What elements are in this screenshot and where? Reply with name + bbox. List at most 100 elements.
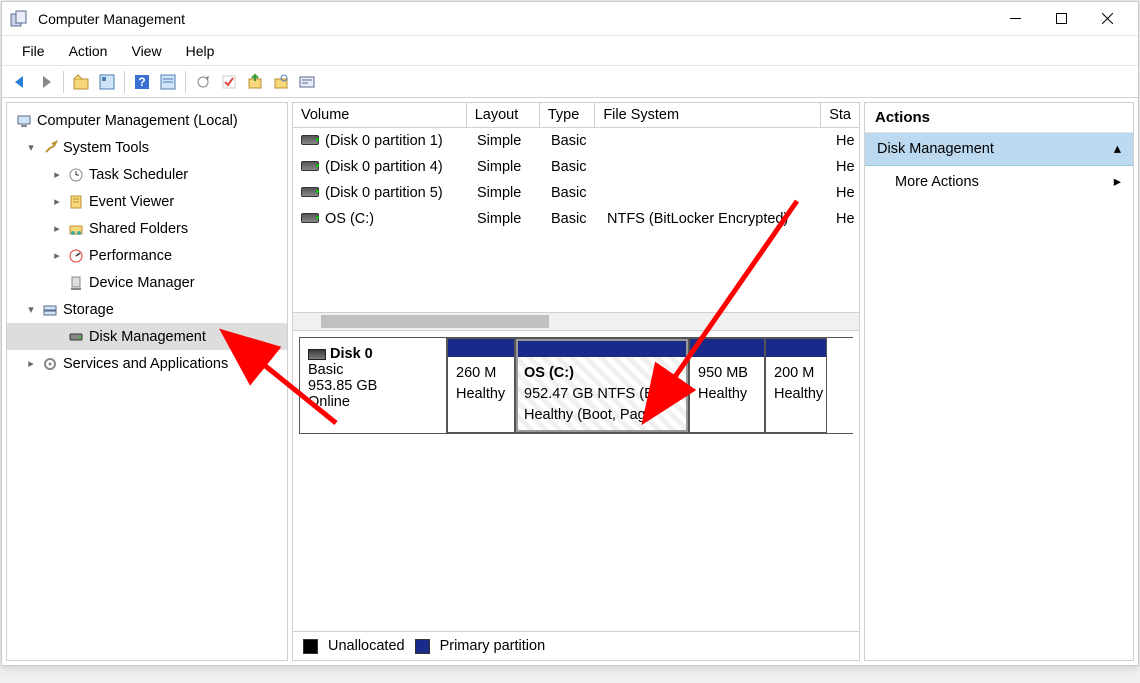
expander-icon[interactable]: ▸ — [51, 249, 63, 262]
tree-event-viewer[interactable]: ▸ Event Viewer — [7, 188, 287, 215]
volume-status: He — [828, 133, 859, 149]
partition-size: 952.47 GB NTFS (Bi — [524, 384, 680, 405]
tree-storage[interactable]: ▾ Storage — [7, 296, 287, 323]
actions-more[interactable]: More Actions ▸ — [865, 166, 1133, 198]
close-button[interactable] — [1084, 4, 1130, 34]
tree-device-manager[interactable]: Device Manager — [7, 269, 287, 296]
disk-name: Disk 0 — [330, 346, 373, 362]
volume-icon — [301, 187, 319, 197]
menu-view[interactable]: View — [119, 39, 173, 63]
volume-row[interactable]: (Disk 0 partition 5) Simple Basic He — [293, 180, 859, 206]
volume-type: Basic — [543, 159, 599, 175]
volume-icon — [301, 135, 319, 145]
tree-label: Storage — [63, 302, 114, 318]
partition-selected[interactable]: OS (C:) 952.47 GB NTFS (Bi Healthy (Boot… — [515, 338, 689, 433]
nav-tree[interactable]: Computer Management (Local) ▾ System Too… — [6, 102, 288, 661]
scrollbar-thumb[interactable] — [321, 315, 549, 328]
volume-layout: Simple — [469, 133, 543, 149]
volume-list[interactable]: (Disk 0 partition 1) Simple Basic He (Di… — [293, 128, 859, 312]
tree-label: Computer Management (Local) — [37, 113, 238, 129]
partition-bar — [448, 339, 514, 357]
up-button[interactable] — [69, 70, 93, 94]
volume-icon — [301, 213, 319, 223]
legend-swatch-primary — [415, 639, 430, 654]
tree-label: System Tools — [63, 140, 149, 156]
tool-button[interactable] — [295, 70, 319, 94]
volume-name: OS (C:) — [325, 211, 374, 227]
volume-row[interactable]: (Disk 0 partition 1) Simple Basic He — [293, 128, 859, 154]
computer-icon — [15, 113, 33, 129]
col-type[interactable]: Type — [540, 103, 595, 127]
shared-icon — [67, 221, 85, 237]
disk-info[interactable]: Disk 0 Basic 953.85 GB Online — [299, 337, 447, 434]
tree-system-tools[interactable]: ▾ System Tools — [7, 134, 287, 161]
tool-button[interactable] — [217, 70, 241, 94]
actions-label: Disk Management — [877, 141, 994, 157]
tree-services-apps[interactable]: ▸ Services and Applications — [7, 350, 287, 377]
graphical-view: Disk 0 Basic 953.85 GB Online 260 M Heal… — [293, 330, 859, 660]
partition[interactable]: 950 MB Healthy — [689, 338, 765, 433]
actions-disk-management[interactable]: Disk Management ▴ — [865, 133, 1133, 166]
minimize-button[interactable] — [992, 4, 1038, 34]
col-layout[interactable]: Layout — [467, 103, 540, 127]
maximize-button[interactable] — [1038, 4, 1084, 34]
volume-name: (Disk 0 partition 4) — [325, 159, 443, 175]
tool-button[interactable] — [243, 70, 267, 94]
refresh-button[interactable] — [191, 70, 215, 94]
volume-row[interactable]: (Disk 0 partition 4) Simple Basic He — [293, 154, 859, 180]
partition[interactable]: 200 M Healthy — [765, 338, 827, 433]
actions-label: More Actions — [895, 174, 979, 190]
tree-shared-folders[interactable]: ▸ Shared Folders — [7, 215, 287, 242]
expander-icon[interactable]: ▾ — [25, 141, 37, 154]
menu-help[interactable]: Help — [174, 39, 227, 63]
expander-icon[interactable]: ▸ — [25, 357, 37, 370]
tree-label: Services and Applications — [63, 356, 228, 372]
volume-header: Volume Layout Type File System Sta — [293, 103, 859, 128]
properties-button[interactable] — [95, 70, 119, 94]
partition-size: 200 M — [774, 363, 818, 384]
tree-label: Disk Management — [89, 329, 206, 345]
tree-task-scheduler[interactable]: ▸ Task Scheduler — [7, 161, 287, 188]
tree-label: Performance — [89, 248, 172, 264]
tool-button[interactable] — [156, 70, 180, 94]
actions-pane: Actions Disk Management ▴ More Actions ▸ — [864, 102, 1134, 661]
device-icon — [67, 275, 85, 291]
tree-performance[interactable]: ▸ Performance — [7, 242, 287, 269]
expander-icon[interactable]: ▸ — [51, 168, 63, 181]
tree-disk-management[interactable]: Disk Management — [7, 323, 287, 350]
volume-status: He — [828, 211, 859, 227]
partition-size: 950 MB — [698, 363, 756, 384]
col-filesystem[interactable]: File System — [595, 103, 821, 127]
clock-icon — [67, 167, 85, 183]
volume-layout: Simple — [469, 211, 543, 227]
tool-button[interactable] — [269, 70, 293, 94]
menu-file[interactable]: File — [10, 39, 57, 63]
volume-name: (Disk 0 partition 5) — [325, 185, 443, 201]
expander-icon[interactable]: ▸ — [51, 222, 63, 235]
col-volume[interactable]: Volume — [293, 103, 467, 127]
expander-icon[interactable]: ▸ — [51, 195, 63, 208]
performance-icon — [67, 248, 85, 264]
col-status[interactable]: Sta — [821, 103, 859, 127]
volume-row[interactable]: OS (C:) Simple Basic NTFS (BitLocker Enc… — [293, 206, 859, 232]
partition[interactable]: 260 M Healthy — [447, 338, 515, 433]
tree-label: Device Manager — [89, 275, 195, 291]
back-button[interactable] — [8, 70, 32, 94]
partition-body: 200 M Healthy — [766, 357, 826, 411]
tree-root[interactable]: Computer Management (Local) — [7, 107, 287, 134]
partition-body: OS (C:) 952.47 GB NTFS (Bi Healthy (Boot… — [516, 357, 688, 432]
separator — [63, 71, 64, 93]
help-button[interactable]: ? — [130, 70, 154, 94]
legend-label: Primary partition — [440, 638, 546, 654]
horizontal-scrollbar[interactable] — [293, 312, 859, 330]
partition-status: Healthy — [456, 384, 506, 405]
legend: Unallocated Primary partition — [293, 631, 859, 660]
volume-layout: Simple — [469, 185, 543, 201]
partition-status: Healthy (Boot, Page — [524, 405, 680, 426]
svg-text:?: ? — [138, 75, 145, 89]
expander-icon[interactable]: ▾ — [25, 303, 37, 316]
separator — [185, 71, 186, 93]
menu-action[interactable]: Action — [57, 39, 120, 63]
forward-button[interactable] — [34, 70, 58, 94]
tree-label: Shared Folders — [89, 221, 188, 237]
